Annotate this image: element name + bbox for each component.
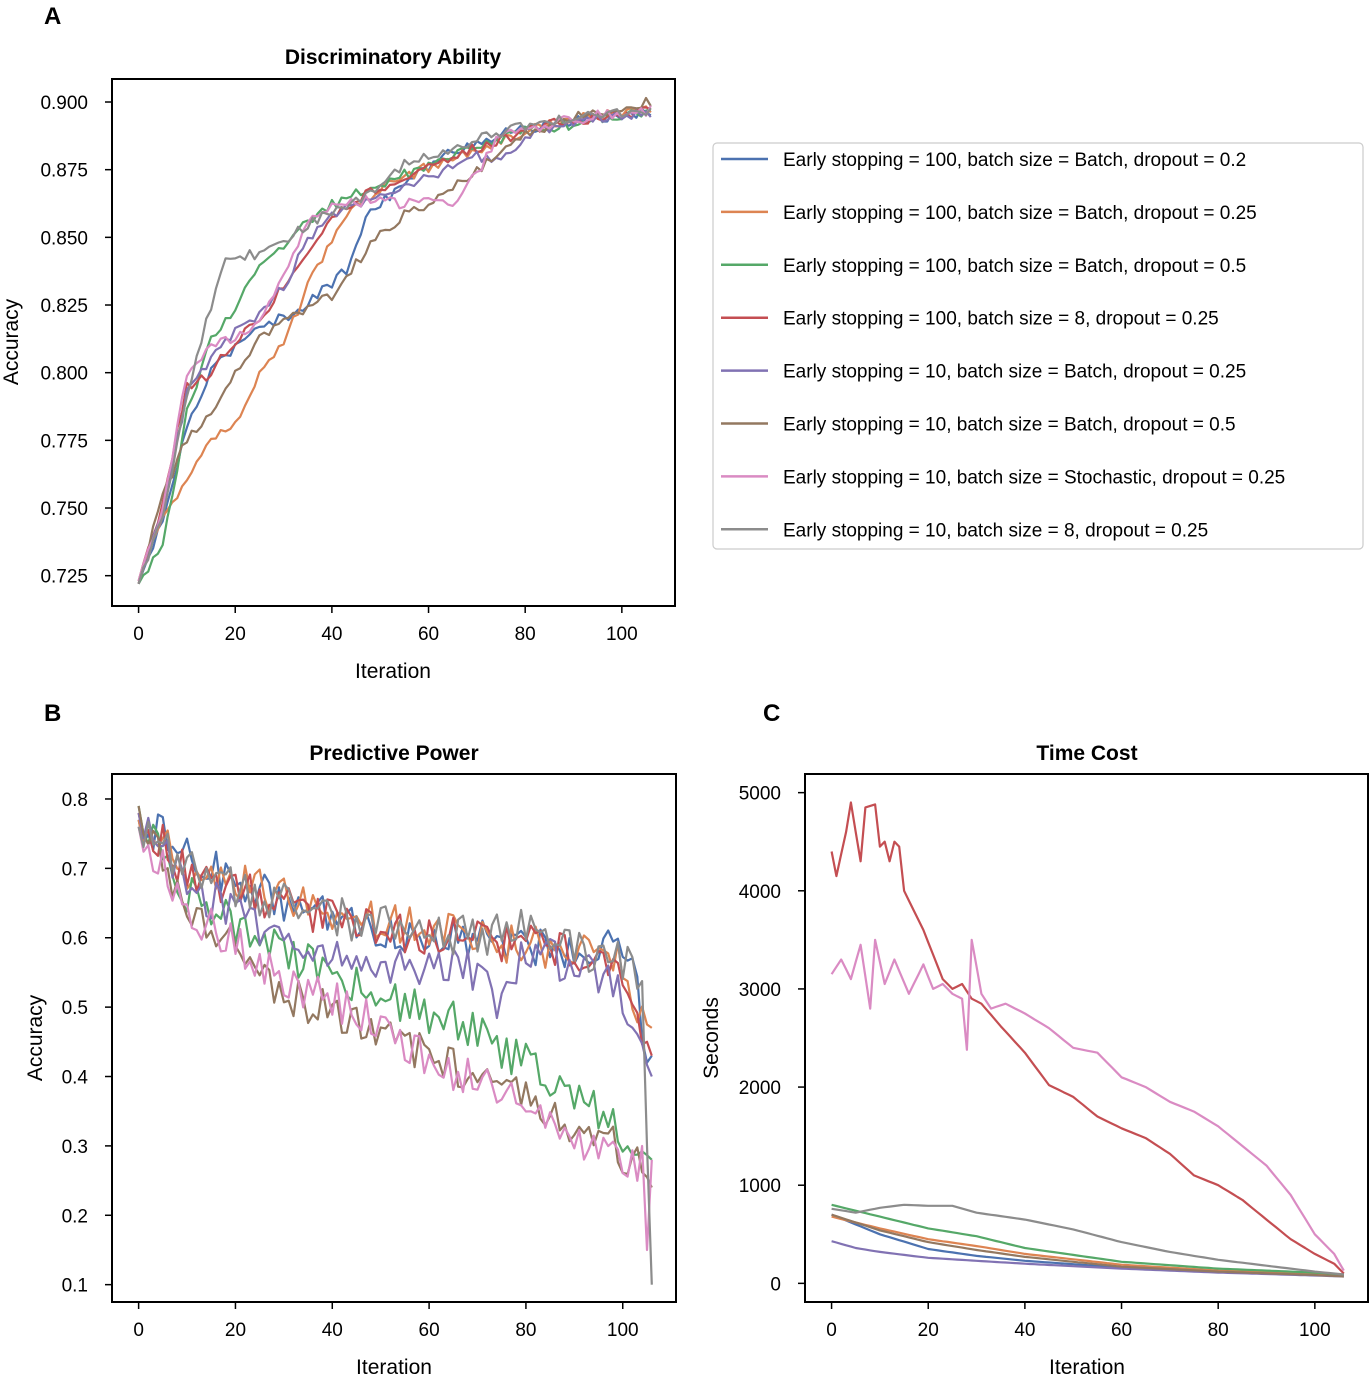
chart-a-frame [111, 78, 676, 607]
chart-b-frame [111, 773, 677, 1303]
chart-a-series-line-8 [137, 107, 652, 585]
chart-c-lines [830, 801, 1345, 1278]
chart-a-ytick-label: 0.750 [40, 499, 88, 520]
chart-a-xtick-label: 80 [515, 624, 536, 645]
panel-label-b: B [44, 700, 61, 727]
chart-c-series-line-4 [830, 801, 1345, 1275]
chart-b-ytick-label: 0.4 [62, 1068, 89, 1089]
chart-a-ytick-label: 0.725 [40, 567, 88, 588]
chart-b-ylabel: Accuracy [24, 994, 47, 1081]
legend-label-8: Early stopping = 10, batch size = 8, dro… [783, 520, 1208, 541]
chart-c-series-line-3 [831, 1203, 1344, 1276]
panel-label-c: C [763, 700, 780, 727]
chart-b-xtick-label: 40 [322, 1320, 343, 1341]
chart-b-ytick-label: 0.1 [62, 1276, 88, 1297]
chart-a-ylabel: Accuracy [0, 298, 23, 385]
legend-label-4: Early stopping = 100, batch size = 8, dr… [783, 309, 1219, 330]
chart-a-xtick-label: 60 [418, 624, 439, 645]
legend-label-7: Early stopping = 10, batch size = Stocha… [783, 467, 1285, 488]
legend: Early stopping = 100, batch size = Batch… [712, 142, 1364, 550]
chart-b-xtick-label: 20 [225, 1320, 246, 1341]
chart-c-ylabel: Seconds [700, 997, 723, 1079]
chart-b-title: Predictive Power [309, 742, 478, 765]
chart-c-ytick-label: 4000 [739, 882, 781, 903]
chart-c-ytick-label: 0 [770, 1274, 781, 1295]
chart-c-xtick-label: 100 [1299, 1320, 1331, 1341]
legend-label-5: Early stopping = 10, batch size = Batch,… [783, 362, 1246, 383]
legend-label-2: Early stopping = 100, batch size = Batch… [783, 203, 1257, 224]
chart-b-ticks: 0 20 40 60 80 100 0.1 0.2 0.3 0.4 0.5 0.6 0.7 0.8 [62, 790, 639, 1341]
chart-b-series-line-8 [137, 820, 653, 1285]
chart-c-ytick-label: 5000 [739, 784, 781, 805]
chart-a-ytick-label: 0.850 [40, 228, 88, 249]
chart-b-lines [137, 805, 653, 1285]
panel-label-a: A [44, 3, 61, 30]
chart-b-xtick-label: 100 [607, 1320, 639, 1341]
chart-c-xtick-label: 60 [1111, 1320, 1132, 1341]
legend-box [712, 142, 1364, 550]
chart-b-series-line-3 [137, 805, 653, 1161]
chart-b-series-line-6 [137, 805, 653, 1188]
chart-c-ytick-label: 2000 [739, 1078, 781, 1099]
chart-b-ytick-label: 0.2 [62, 1206, 88, 1227]
chart-b-series-line-7 [137, 826, 653, 1252]
legend-entries: Early stopping = 100, batch size = Batch… [721, 150, 1285, 541]
chart-c-series-line-6 [831, 1213, 1344, 1278]
chart-c-title: Time Cost [1036, 742, 1137, 765]
chart-c-xtick-label: 20 [918, 1320, 939, 1341]
chart-b-series-line-2 [137, 819, 653, 1029]
chart-a-ytick-label: 0.825 [40, 296, 88, 317]
chart-a-xtick-label: 0 [133, 624, 144, 645]
legend-label-3: Early stopping = 100, batch size = Batch… [783, 256, 1246, 277]
chart-c-xtick-label: 80 [1208, 1320, 1229, 1341]
chart-b-ytick-label: 0.6 [62, 929, 88, 950]
chart-b-series-line-4 [137, 812, 653, 1057]
chart-b-xtick-label: 60 [419, 1320, 440, 1341]
chart-c: Time Cost 0 20 40 60 80 100010002000300040005… [700, 742, 1369, 1376]
chart-a-ytick-label: 0.900 [40, 93, 88, 114]
chart-a-ticks: 0 20 40 60 80 100 0.725 0.750 0.775 0.800 0.825 0.8… [40, 93, 637, 645]
chart-a-xtick-label: 100 [606, 624, 638, 645]
chart-a-xtick-label: 40 [321, 624, 342, 645]
chart-c-series-line-7 [830, 938, 1345, 1272]
chart-c-xlabel: Iteration [1049, 1356, 1125, 1376]
chart-c-ytick-label: 3000 [739, 980, 781, 1001]
chart-b-ytick-label: 0.5 [62, 998, 88, 1019]
chart-a-ytick-label: 0.800 [40, 364, 88, 385]
chart-a-title: Discriminatory Ability [285, 46, 502, 69]
chart-b: Predictive Power 0 20 40 60 80 100 0.1 0.2 0.3 0.… [24, 742, 677, 1376]
chart-a-lines [137, 96, 652, 585]
chart-c-xtick-label: 0 [826, 1320, 837, 1341]
chart-b-series-line-5 [137, 812, 653, 1077]
chart-a-xtick-label: 20 [225, 624, 246, 645]
chart-c-frame [804, 773, 1369, 1303]
chart-c-ytick-label: 1000 [739, 1176, 781, 1197]
chart-a-xlabel: Iteration [355, 660, 431, 683]
chart-a: Discriminatory Ability 0 20 40 60 80 100 0.725… [0, 46, 676, 683]
chart-a-ytick-label: 0.775 [40, 431, 88, 452]
chart-a-ytick-label: 0.875 [40, 161, 88, 182]
legend-label-1: Early stopping = 100, batch size = Batch… [783, 150, 1246, 171]
chart-a-series-line-6 [137, 96, 652, 585]
chart-a-series-line-5 [137, 109, 652, 585]
chart-a-series-line-7 [137, 105, 652, 582]
chart-b-xtick-label: 80 [515, 1320, 536, 1341]
chart-b-ytick-label: 0.8 [62, 790, 88, 811]
legend-label-6: Early stopping = 10, batch size = Batch,… [783, 415, 1236, 436]
chart-c-series-line-8 [831, 1203, 1344, 1276]
chart-b-xtick-label: 0 [133, 1320, 144, 1341]
chart-c-xtick-label: 40 [1014, 1320, 1035, 1341]
chart-b-ytick-label: 0.7 [62, 859, 88, 880]
chart-b-ytick-label: 0.3 [62, 1137, 88, 1158]
chart-c-series-line-2 [831, 1215, 1344, 1276]
chart-b-xlabel: Iteration [356, 1356, 432, 1376]
